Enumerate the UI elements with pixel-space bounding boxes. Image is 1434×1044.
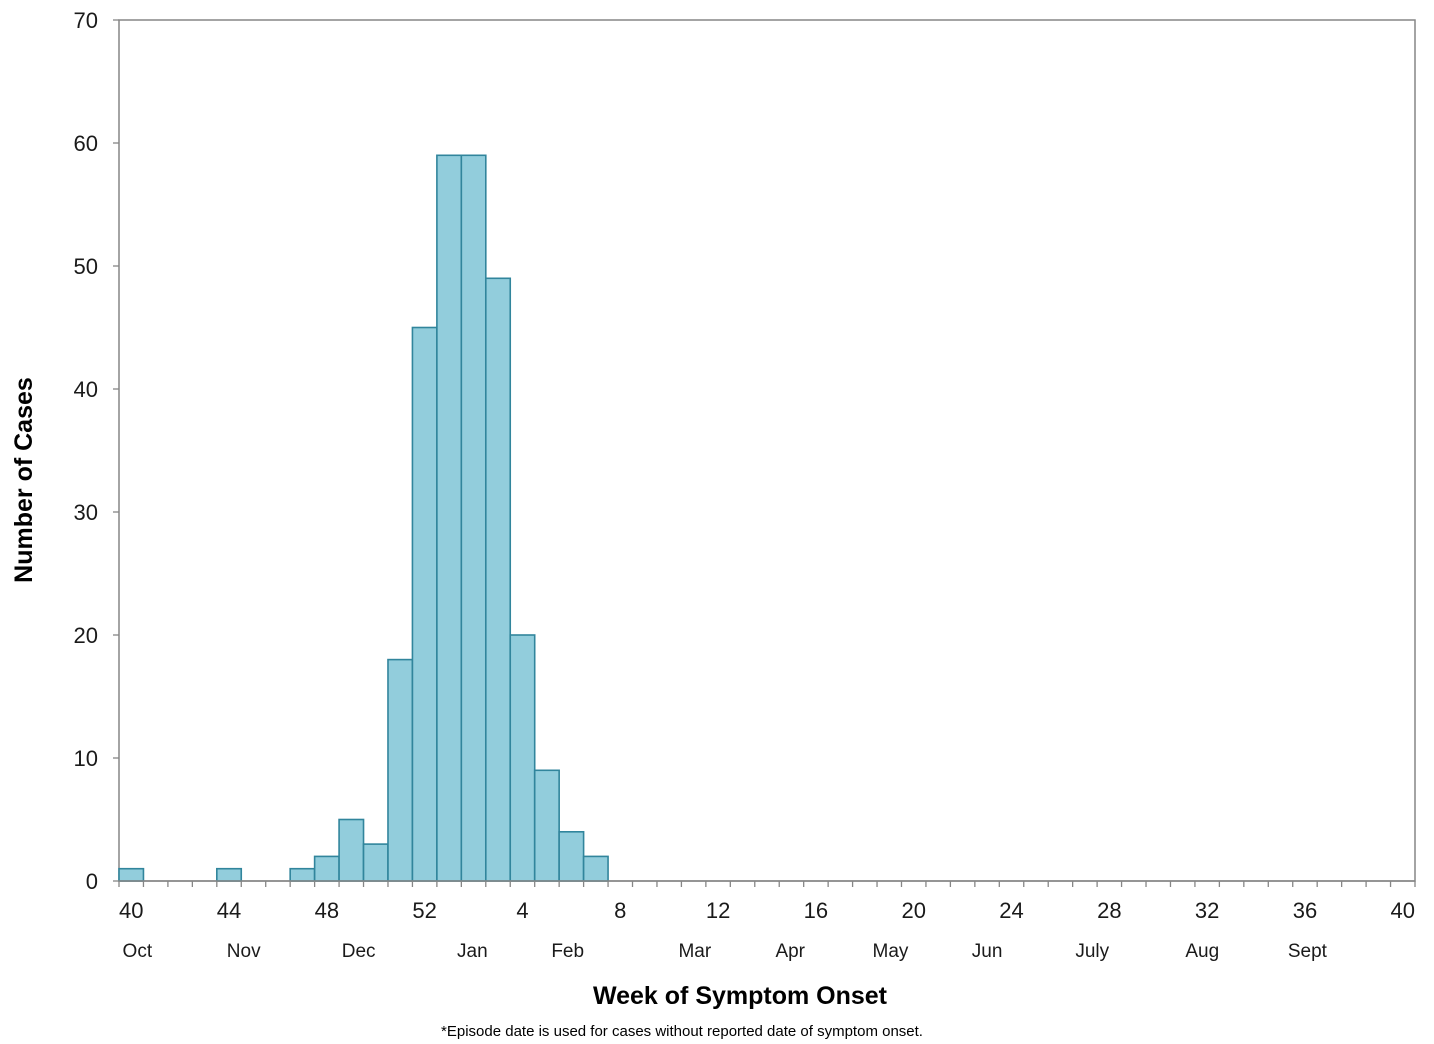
x-tick-label: 36: [1293, 898, 1317, 923]
x-tick-label: 16: [804, 898, 828, 923]
y-tick-label: 0: [86, 869, 98, 894]
y-tick-label: 50: [74, 254, 98, 279]
month-labels: Oct Nov Dec Jan Feb Mar Apr May Jun July Aug Sept: [123, 941, 1328, 962]
y-tick-label: 60: [74, 131, 98, 156]
x-tick-label: 12: [706, 898, 730, 923]
bar: [436, 154, 463, 882]
month-label: Dec: [342, 941, 376, 962]
bar: [460, 154, 487, 882]
y-axis-ticks: 0 10 20 30 40 50 60 70: [74, 8, 119, 894]
month-label: May: [873, 941, 909, 962]
x-axis-ticks: 40 44 48 52 4 8 12 16 20 24 28 32 36 40: [118, 881, 1416, 923]
bar: [533, 769, 560, 882]
bar: [558, 830, 585, 882]
y-tick-label: 70: [74, 8, 98, 33]
bar-series: [118, 154, 609, 882]
month-label: Jan: [457, 941, 488, 962]
bar: [387, 658, 414, 882]
bar: [411, 326, 438, 882]
month-label: Nov: [227, 941, 261, 962]
month-label: Sept: [1288, 941, 1328, 962]
x-tick-label: 44: [217, 898, 241, 923]
x-tick-label: 4: [516, 898, 528, 923]
bar: [216, 867, 243, 882]
x-tick-label: 24: [999, 898, 1023, 923]
x-tick-label: 40: [1391, 898, 1415, 923]
y-axis-title: Number of Cases: [10, 377, 38, 583]
x-tick-label: 40: [119, 898, 143, 923]
x-tick-label: 8: [614, 898, 626, 923]
bar: [118, 867, 145, 882]
month-label: Feb: [551, 941, 584, 962]
x-tick-label: 48: [315, 898, 339, 923]
bar: [362, 843, 389, 882]
bar: [484, 277, 512, 882]
month-label: Mar: [678, 941, 711, 962]
bar: [313, 855, 340, 882]
month-label: Jun: [972, 941, 1003, 962]
y-tick-label: 30: [74, 500, 98, 525]
bar: [289, 867, 316, 882]
x-tick-label: 52: [412, 898, 436, 923]
plot-area: [118, 19, 1416, 882]
bar: [582, 855, 609, 882]
x-axis-title: Week of Symptom Onset: [593, 982, 888, 1010]
y-tick-label: 20: [74, 623, 98, 648]
month-label: Aug: [1185, 941, 1219, 962]
footnote: *Episode date is used for cases without …: [441, 1023, 923, 1040]
y-tick-label: 10: [74, 746, 98, 771]
month-label: Apr: [775, 941, 805, 962]
x-tick-label: 32: [1195, 898, 1219, 923]
month-label: Oct: [123, 941, 153, 962]
x-tick-label: 28: [1097, 898, 1121, 923]
bar: [338, 818, 365, 882]
month-label: July: [1075, 941, 1109, 962]
y-tick-label: 40: [74, 377, 98, 402]
x-tick-label: 20: [901, 898, 925, 923]
bar: [509, 634, 536, 882]
